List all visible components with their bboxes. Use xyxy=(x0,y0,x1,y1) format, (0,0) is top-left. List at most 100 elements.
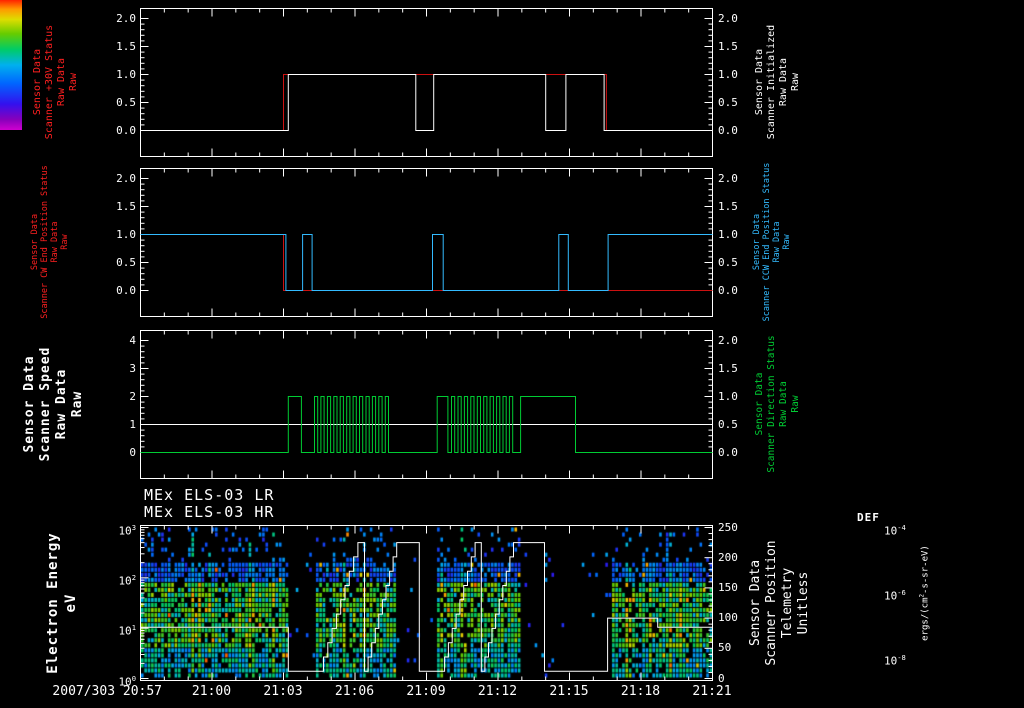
axis-label-line: Scanner CCW End Position Status xyxy=(762,162,772,322)
axis-label-line: Raw Data xyxy=(50,221,60,263)
panel1-yright-tick-label: 0.0 xyxy=(718,123,738,137)
axis-label-line: Sensor Data xyxy=(32,48,43,116)
panel3-yright-tick-label: 1.5 xyxy=(718,361,738,375)
plot-border xyxy=(140,525,713,681)
x-axis-tick-label: 21:09 xyxy=(406,684,446,699)
panel2-yright-tick-label: 0.0 xyxy=(718,283,738,297)
panel2-left-axis-label: Sensor Data Scanner CW End Position Statu… xyxy=(30,165,70,319)
panel2-yleft-tick-label: 2.0 xyxy=(116,171,136,185)
x-axis-tick-label: 21:21 xyxy=(692,684,732,699)
panel3-yright-tick-label: 0.5 xyxy=(718,417,738,431)
panel4-yright-tick-label: 250 xyxy=(718,520,738,534)
axis-label-line: Sensor Data xyxy=(752,213,762,271)
panel2-yright-tick-label: 2.0 xyxy=(718,171,738,185)
axis-label-line: Scanner Position xyxy=(764,539,779,666)
panel-3-plot xyxy=(140,330,713,479)
x-ticks xyxy=(140,330,713,479)
x-ticks xyxy=(140,168,713,317)
x-axis-tick-label: 21:03 xyxy=(263,684,303,699)
x-axis-tick-label: 21:15 xyxy=(549,684,589,699)
panel1-left-axis-label: Sensor Data Scanner +30V Status Raw Data Ra… xyxy=(32,25,80,139)
panel1-yright-tick-label: 1.0 xyxy=(718,67,738,81)
series-scanner-position-telemetry xyxy=(140,542,713,672)
colorbar-tick-label: 10-4 xyxy=(884,523,906,538)
panel3-yright-tick-label: 1.0 xyxy=(718,389,738,403)
axis-label-line: Scanner Initialized xyxy=(766,24,777,140)
panel2-yleft-tick-label: 0.0 xyxy=(116,283,136,297)
y-right-ticks xyxy=(704,178,713,291)
panel1-yleft-tick-label: 1.0 xyxy=(116,67,136,81)
axis-label-line: Raw Data xyxy=(54,368,69,440)
series-scanner-direction-status xyxy=(140,396,713,453)
panel2-yleft-tick-label: 1.5 xyxy=(116,199,136,213)
colorbar-title: DEF xyxy=(857,511,880,524)
panel3-yright-tick-label: 0.0 xyxy=(718,445,738,459)
axis-label-line: Sensor Data xyxy=(30,213,40,271)
plot-border xyxy=(140,330,713,479)
panel2-yleft-tick-label: 1.0 xyxy=(116,227,136,241)
panel4-yleft-tick-label: 103 xyxy=(118,522,136,538)
axis-label-line: Raw xyxy=(68,72,79,92)
axis-label-line: Scanner Direction Status xyxy=(766,335,777,473)
panel4-yleft-tick-label: 101 xyxy=(118,623,136,638)
panel4-yright-tick-label: 50 xyxy=(718,641,732,655)
axis-label-line: Sensor Data xyxy=(748,559,763,646)
panel2-yright-tick-label: 1.5 xyxy=(718,199,738,213)
y-left-ticks xyxy=(140,527,149,679)
axis-label-line: Raw xyxy=(782,234,792,250)
plot-border xyxy=(140,168,713,317)
axis-label-line: Scanner Speed xyxy=(38,346,53,462)
panel3-yleft-tick-label: 1 xyxy=(129,417,136,431)
axis-label-line: Sensor Data xyxy=(754,48,765,116)
y-left-ticks xyxy=(140,340,149,453)
axis-label-line: Raw xyxy=(70,390,85,418)
series-scanner-plus30v-status xyxy=(140,74,713,131)
panel4-right-axis-label: Sensor Data Scanner Position Telemetry Unit… xyxy=(748,540,812,665)
axis-label-line: Unitless xyxy=(796,571,811,634)
panel-4-plot xyxy=(140,525,713,681)
spectrogram-canvas xyxy=(141,526,712,680)
axis-label-line: Raw Data xyxy=(56,57,67,107)
panel1-yright-tick-label: 0.5 xyxy=(718,95,738,109)
series-scanner-cw-end-position-status xyxy=(140,234,713,291)
axis-label-line: Electron Energy xyxy=(45,531,61,674)
panel-1-plot xyxy=(140,8,713,157)
y-right-ticks xyxy=(704,18,713,131)
panel4-yright-tick-label: 200 xyxy=(718,550,738,564)
plot-title-hr: MEx ELS-03 HR xyxy=(144,503,275,521)
colorbar-tick-label: 10-8 xyxy=(884,653,906,668)
axis-label-line: Raw xyxy=(790,395,801,413)
panel3-right-axis-label: Sensor Data Scanner Direction Status Raw D… xyxy=(754,335,802,472)
panel2-right-axis-label: Sensor Data Scanner CCW End Position Stat… xyxy=(752,163,792,322)
panel1-yleft-tick-label: 2.0 xyxy=(116,11,136,25)
x-axis-tick-label: 21:18 xyxy=(620,684,661,699)
plot-title-lr: MEx ELS-03 LR xyxy=(144,486,275,504)
panel4-yright-tick-label: 0 xyxy=(718,671,725,685)
panel3-yleft-tick-label: 3 xyxy=(129,361,136,375)
panel1-yright-tick-label: 2.0 xyxy=(718,11,738,25)
panel1-yleft-tick-label: 0.0 xyxy=(116,123,136,137)
x-ticks xyxy=(140,525,713,681)
axis-label-line: Sensor Data xyxy=(754,372,765,436)
panel4-left-axis-label: Electron Energy eV xyxy=(44,532,80,673)
axis-label-line: Raw xyxy=(60,234,70,250)
axis-label-line: Telemetry xyxy=(780,567,795,638)
panel1-yleft-tick-label: 0.5 xyxy=(116,95,136,109)
colorbar-gradient xyxy=(0,0,22,130)
panel-2-plot xyxy=(140,168,713,317)
panel1-yleft-tick-label: 1.5 xyxy=(116,39,136,53)
panel4-yright-tick-label: 150 xyxy=(718,580,738,594)
series-scanner-ccw-end-position-status xyxy=(140,234,713,291)
panel4-yright-tick-label: 100 xyxy=(718,611,738,625)
x-axis-tick-label: 21:00 xyxy=(191,684,232,699)
panel3-yright-tick-label: 2.0 xyxy=(718,333,738,347)
panel1-yright-tick-label: 1.5 xyxy=(718,39,738,53)
panel2-yleft-tick-label: 0.5 xyxy=(116,255,136,269)
panel4-yleft-tick-label: 100 xyxy=(118,673,136,689)
plot-border xyxy=(140,8,713,157)
panel2-yright-tick-label: 1.0 xyxy=(718,227,738,241)
panel4-yleft-tick-label: 102 xyxy=(118,572,136,588)
colorbar-units-label: ergs/(cm2-s-sr-eV) xyxy=(919,545,931,641)
